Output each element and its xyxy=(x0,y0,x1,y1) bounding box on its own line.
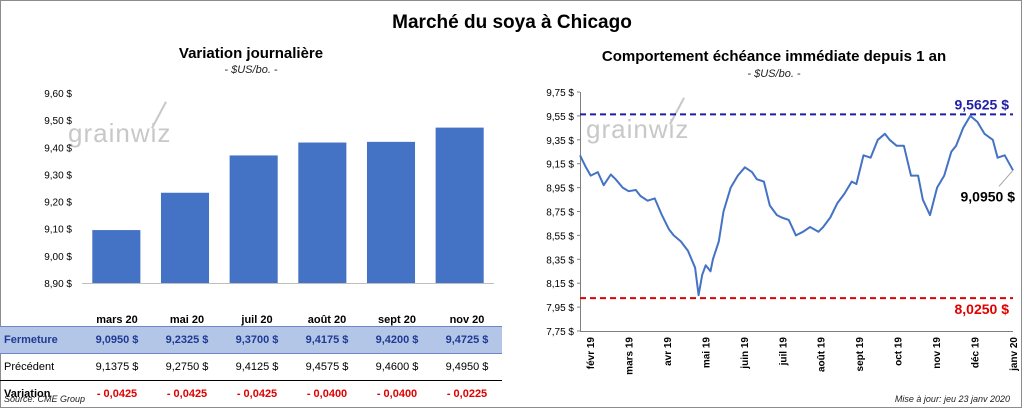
line-y-tick-label: 9,75 $ xyxy=(546,88,574,99)
line-x-tick-label: déc 19 xyxy=(971,337,982,369)
table-header-row: mars 20 mai 20 juil 20 août 20 sept 20 n… xyxy=(0,313,502,327)
table-cell: 9,4575 $ xyxy=(305,361,349,373)
bar-chart: 8,90 $ 9,00 $ 9,10 $ 9,20 $ 9,30 $ 9,40 $ 9,50… xyxy=(44,89,494,290)
line-x-tick-label: juin 19 xyxy=(740,337,751,370)
bar-mark xyxy=(229,155,278,283)
line-y-tick-label: 9,35 $ xyxy=(546,136,574,147)
line-y-tick-label: 8,35 $ xyxy=(546,255,574,266)
table-cell: 9,1375 $ xyxy=(95,361,139,373)
table-row-variation: Variation - 0,0425 - 0,0425 - 0,0425 - 0… xyxy=(0,380,502,407)
table-cell: 9,3700 $ xyxy=(222,326,292,354)
bar-mark xyxy=(92,230,141,283)
table-header-cell: nov 20 xyxy=(449,313,485,326)
update-note: Mise à jour: jeu 23 janv 2020 xyxy=(894,394,1010,404)
table-row-fermeture: Fermeture 9,0950 $ 9,2325 $ 9,3700 $ 9,4… xyxy=(0,326,502,354)
line-chart-title: Comportement échéance immédiate depuis 1… xyxy=(601,48,947,65)
line-y-tick-label: 8,75 $ xyxy=(546,208,574,219)
bar-chart-title: Variation journalière xyxy=(178,45,324,62)
line-y-tick-label: 7,75 $ xyxy=(546,327,574,338)
line-x-tick-label: oct 19 xyxy=(894,337,905,366)
table-cell: 9,2325 $ xyxy=(152,326,222,354)
table-header-cell: juil 20 xyxy=(241,313,273,326)
bar-y-tick-label: 9,10 $ xyxy=(44,225,72,236)
line-y-tick-label: 8,95 $ xyxy=(546,184,574,195)
line-x-tick-label: août 19 xyxy=(817,337,828,372)
low-reference-label: 8,0250 $ xyxy=(955,301,1010,317)
table-cell: 9,4200 $ xyxy=(362,326,432,354)
table-cell: 9,0950 $ xyxy=(82,326,152,354)
line-y-tick-label: 9,55 $ xyxy=(546,112,574,123)
line-y-tick-label: 7,95 $ xyxy=(546,303,574,314)
table-cell: 9,4175 $ xyxy=(292,326,362,354)
table-cell: 9,4600 $ xyxy=(375,361,419,373)
table-cell: 9,4950 $ xyxy=(445,361,489,373)
bar-y-tick-label: 9,40 $ xyxy=(44,143,72,154)
source-note: Source: CME Group xyxy=(4,394,86,404)
line-x-tick-label: sept 19 xyxy=(855,337,866,372)
price-line xyxy=(579,114,1014,297)
bar-mark xyxy=(366,141,416,283)
table-cell: - 0,0225 xyxy=(432,380,502,407)
bar-y-tick-label: 8,90 $ xyxy=(44,279,72,290)
bar-y-tick-label: 9,60 $ xyxy=(44,89,72,100)
futures-table: mars 20 mai 20 juil 20 août 20 sept 20 n… xyxy=(0,313,502,407)
line-x-tick-label: nov 19 xyxy=(932,337,943,369)
table-cell: - 0,0400 xyxy=(292,380,362,407)
bar-chart-unit: - $US/bo. - xyxy=(224,64,278,76)
line-y-tick-label: 9,15 $ xyxy=(546,160,574,171)
line-y-tick-label: 8,15 $ xyxy=(546,279,574,290)
line-x-tick-label: avr 19 xyxy=(663,337,674,366)
row-label: Variation xyxy=(0,380,82,407)
bar-y-tick-label: 9,50 $ xyxy=(44,116,72,127)
high-reference-label: 9,5625 $ xyxy=(955,96,1010,112)
last-value-label: 9,0950 $ xyxy=(961,188,1016,204)
row-label: Fermeture xyxy=(0,326,82,354)
table-cell: 9,4125 $ xyxy=(235,361,279,373)
table-cell: - 0,0400 xyxy=(362,380,432,407)
main-title: Marché du soya à Chicago xyxy=(392,12,632,33)
line-y-tick-label: 8,55 $ xyxy=(546,231,574,242)
bar-mark xyxy=(298,142,347,283)
table-cell: - 0,0425 xyxy=(222,380,292,407)
table-cell: 9,4725 $ xyxy=(432,326,502,354)
table-cell: - 0,0425 xyxy=(152,380,222,407)
table-header-cell: sept 20 xyxy=(378,313,416,326)
table-cell: 9,2750 $ xyxy=(165,361,209,373)
row-label: Précédent xyxy=(4,361,55,373)
table-header-cell: août 20 xyxy=(307,313,347,326)
bar-y-tick-label: 9,30 $ xyxy=(44,170,72,181)
line-x-tick-label: févr 19 xyxy=(586,337,597,370)
line-chart: 7,75 $ 7,95 $ 8,15 $ 8,35 $ 8,55 $ 8,75 $ 8,95… xyxy=(546,88,1020,375)
last-value-leader xyxy=(998,169,1014,187)
line-x-tick-label: juil 19 xyxy=(778,337,789,367)
bar-mark xyxy=(160,192,210,283)
line-chart-unit: - $US/bo. - xyxy=(747,68,801,80)
table-row-precedent: Précédent 9,1375 $ 9,2750 $ 9,4125 $ 9,4… xyxy=(0,354,502,381)
line-x-tick-label: mars 19 xyxy=(624,337,635,375)
table-cell: - 0,0425 xyxy=(82,380,152,407)
bar-y-tick-label: 9,20 $ xyxy=(44,198,72,209)
bar-mark xyxy=(435,127,484,283)
line-x-tick-label: janv 20 xyxy=(1009,337,1020,372)
line-x-tick-label: mai 19 xyxy=(701,337,712,369)
bar-y-tick-label: 9,00 $ xyxy=(44,252,72,263)
table-header-cell: mai 20 xyxy=(169,313,205,326)
table-header-cell: mars 20 xyxy=(96,313,138,326)
